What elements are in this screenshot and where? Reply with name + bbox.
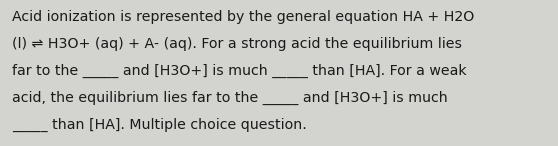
Text: acid, the equilibrium lies far to the _____ and [H3O+] is much: acid, the equilibrium lies far to the __…: [12, 91, 448, 105]
Text: far to the _____ and [H3O+] is much _____ than [HA]. For a weak: far to the _____ and [H3O+] is much ____…: [12, 64, 467, 78]
Text: Acid ionization is represented by the general equation HA + H2O: Acid ionization is represented by the ge…: [12, 10, 474, 24]
Text: (l) ⇌ H3O+ (aq) + A- (aq). For a strong acid the equilibrium lies: (l) ⇌ H3O+ (aq) + A- (aq). For a strong …: [12, 37, 462, 51]
Text: _____ than [HA]. Multiple choice question.: _____ than [HA]. Multiple choice questio…: [12, 118, 307, 132]
